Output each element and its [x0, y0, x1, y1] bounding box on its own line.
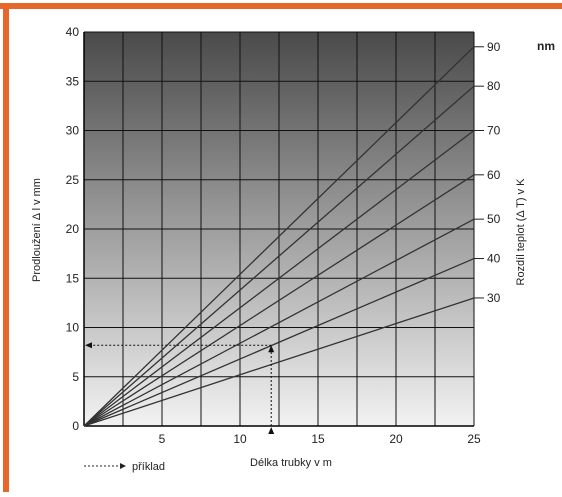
example-marker-icon	[268, 427, 275, 434]
example-arrow-up-icon	[268, 345, 275, 353]
x-tick-label: 15	[311, 432, 325, 446]
y2-tick-labels: 90 80 70 60 50 40 30	[474, 40, 501, 305]
x-tick-label: 10	[233, 432, 247, 446]
y2-tick-label: 90	[487, 40, 501, 54]
series-line-dt-60	[83, 174, 475, 427]
legend-label: příklad	[132, 461, 165, 473]
example-arrow-left-icon	[85, 342, 92, 349]
series-line-dt-70	[83, 129, 475, 427]
y2-tick-label: 40	[487, 252, 501, 266]
series-line-dt-30	[83, 297, 475, 427]
y-tick-label: 5	[72, 370, 79, 384]
y2-axis-title: Rozdíl teplot (Δ T) v K	[515, 178, 527, 286]
series-line-dt-80	[83, 85, 475, 427]
legend: příklad	[84, 461, 165, 473]
y2-tick-label: 70	[487, 124, 501, 138]
y-tick-label: 40	[66, 25, 80, 39]
y2-tick-label: 80	[487, 79, 501, 93]
x-tick-label: 20	[389, 432, 403, 446]
y-tick-label: 10	[66, 321, 80, 335]
x-tick-labels: 5 10 15 20 25	[159, 432, 481, 446]
y2-tick-label: 30	[487, 291, 501, 305]
series-line-dt-50	[83, 218, 475, 427]
x-axis-title: Délka trubky v m	[250, 457, 332, 469]
x-tick-label: 25	[467, 432, 481, 446]
y-tick-label: 15	[66, 271, 80, 285]
y2-tick-label: 50	[487, 212, 501, 226]
y-tick-labels: 0 5 10 15 20 25 30 35 40	[66, 25, 80, 433]
y2-tick-label: 60	[487, 168, 501, 182]
series-line-dt-40	[83, 257, 475, 427]
y-tick-label: 30	[66, 124, 80, 138]
x-tick-label: 5	[159, 432, 166, 446]
series-lines	[83, 46, 475, 427]
y2-unit-label: nm	[537, 39, 555, 53]
grid	[83, 31, 475, 427]
y-tick-label: 20	[66, 222, 80, 236]
y-tick-label: 25	[66, 173, 80, 187]
y-tick-label: 0	[72, 419, 79, 433]
y-axis-title: Prodloužení Δ l v mm	[31, 178, 43, 282]
y-tick-label: 35	[66, 74, 80, 88]
example-guide	[85, 342, 275, 434]
legend-arrow-icon	[120, 463, 126, 469]
series-line-dt-90	[83, 46, 475, 427]
